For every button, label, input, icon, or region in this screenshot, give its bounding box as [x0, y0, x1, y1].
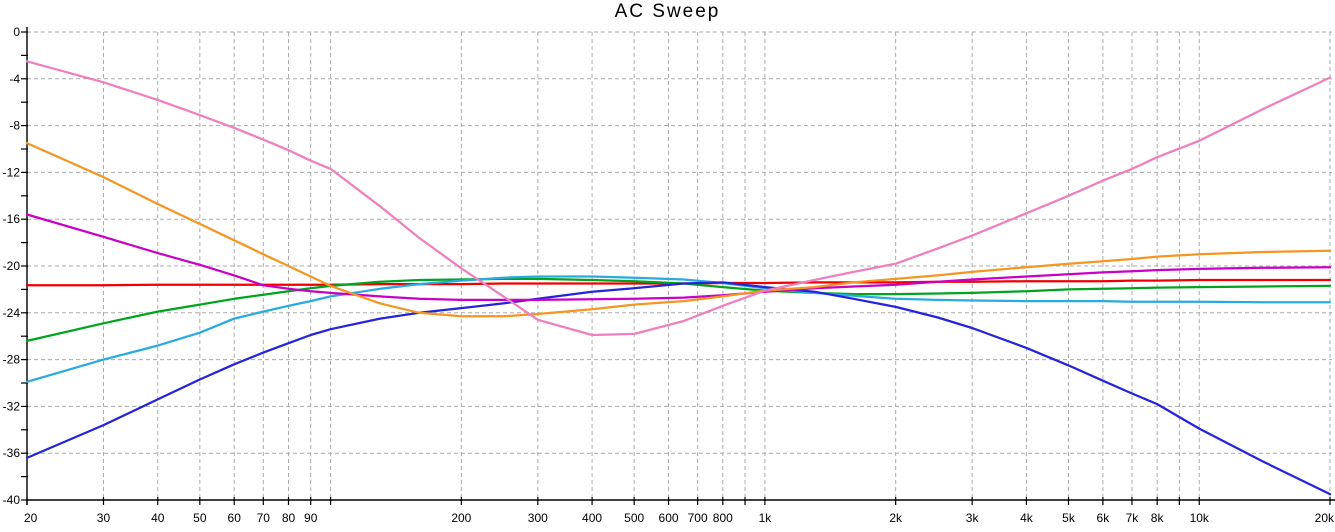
- x-tick-label: 20: [24, 511, 38, 525]
- curve-magenta: [25, 213, 1332, 302]
- curve-red: [25, 278, 1332, 287]
- x-tick-label: 600: [659, 511, 679, 525]
- tick-marks: [21, 31, 1331, 505]
- x-tick-label: 3k: [966, 511, 980, 525]
- curve-orange: [25, 141, 1332, 318]
- curve-cyan: [25, 275, 1332, 383]
- x-tick-label: 5k: [1062, 511, 1076, 525]
- x-tick-label: 20k: [1315, 511, 1335, 525]
- x-tick-label: 30: [97, 511, 111, 525]
- x-tick-label: 40: [151, 511, 165, 525]
- x-tick-label: 2k: [889, 511, 903, 525]
- x-tick-label: 300: [528, 511, 548, 525]
- x-tick-label: 80: [282, 511, 296, 525]
- x-tick-label: 1k: [759, 511, 773, 525]
- x-tick-label: 50: [193, 511, 207, 525]
- y-tick-label: -8: [9, 119, 20, 133]
- curves: [25, 60, 1332, 496]
- curve-pink: [25, 60, 1332, 337]
- x-tick-label: 800: [713, 511, 733, 525]
- y-tick-label: -36: [3, 446, 21, 460]
- x-tick-label: 70: [257, 511, 271, 525]
- y-tick-label: -28: [3, 353, 21, 367]
- x-axis-labels: 20 30 40 50 60 70 80 90 200 300 400 500 600 700 800 1k 2…: [24, 511, 1335, 525]
- y-tick-label: -24: [3, 306, 21, 320]
- x-tick-label: 400: [582, 511, 602, 525]
- x-tick-label: 90: [304, 511, 318, 525]
- y-tick-label: 0: [13, 25, 20, 39]
- x-tick-label: 200: [451, 511, 471, 525]
- gridlines: [27, 31, 1332, 500]
- curve-green: [25, 277, 1332, 343]
- y-tick-label: -40: [3, 493, 21, 507]
- x-tick-label: 700: [688, 511, 708, 525]
- y-tick-label: -32: [3, 399, 21, 413]
- x-tick-label: 10k: [1190, 511, 1210, 525]
- x-tick-label: 60: [228, 511, 242, 525]
- y-tick-label: -16: [3, 212, 21, 226]
- y-tick-label: -20: [3, 259, 21, 273]
- x-tick-label: 8k: [1151, 511, 1165, 525]
- y-tick-label: -12: [3, 165, 21, 179]
- chart-title: AC Sweep: [614, 1, 721, 22]
- y-tick-label: -4: [9, 72, 20, 86]
- x-tick-label: 7k: [1126, 511, 1140, 525]
- x-tick-label: 4k: [1020, 511, 1034, 525]
- y-axis-labels: 0 -4 -8 -12 -16 -20 -24 -28 -32 -36 -40: [3, 25, 21, 507]
- x-tick-label: 6k: [1097, 511, 1111, 525]
- x-tick-label: 500: [624, 511, 644, 525]
- curve-blue: [25, 281, 1332, 496]
